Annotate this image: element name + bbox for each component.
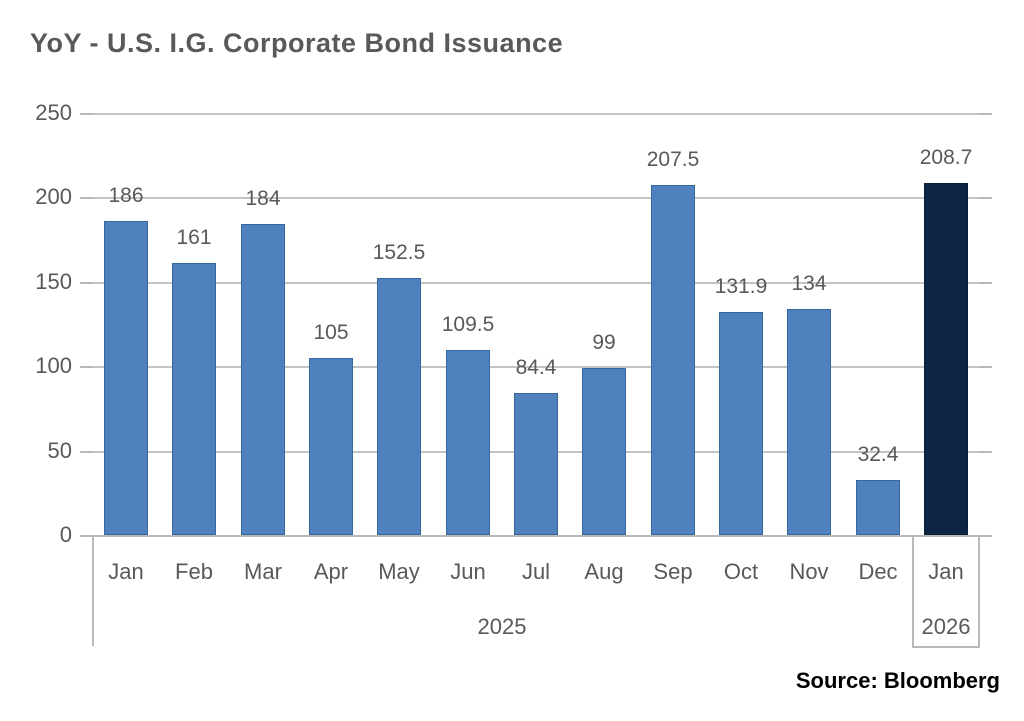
x-tick-label-5: Jun — [450, 559, 486, 584]
bar-value-label-8: 207.5 — [646, 148, 700, 171]
x-tick-label-0: Jan — [108, 559, 144, 584]
x-tick-label-4: May — [378, 559, 420, 584]
bar-value-label-2: 184 — [245, 187, 281, 210]
source-attribution: Source: Bloomberg — [795, 668, 1000, 693]
y-tick-label-150: 150 — [35, 269, 72, 294]
y-tick-right-250 — [980, 113, 992, 115]
x-tick-label-9: Oct — [723, 559, 759, 584]
gridline-200 — [92, 197, 980, 199]
bar-value-label-1: 161 — [176, 226, 212, 249]
y-tick-right-50 — [980, 451, 992, 453]
y-tick-left-200 — [80, 197, 92, 199]
bar-Jun-5 — [446, 350, 490, 535]
gridline-150 — [92, 282, 980, 284]
axis-box-left-border — [92, 535, 94, 646]
year-label-2025: 2025 — [477, 614, 527, 639]
bar-value-label-3: 105 — [313, 321, 349, 344]
x-tick-label-3: Apr — [313, 559, 349, 584]
x-tick-label-11: Dec — [858, 559, 898, 584]
bar-value-label-6: 84.4 — [515, 356, 557, 379]
y-tick-left-50 — [80, 451, 92, 453]
bar-Jan-12 — [924, 183, 968, 535]
bar-Aug-7 — [582, 368, 626, 535]
axis-box-right-border — [978, 535, 980, 646]
x-tick-label-6: Jul — [521, 559, 551, 584]
axis-box-separator — [912, 535, 914, 646]
y-tick-label-50: 50 — [47, 438, 72, 463]
bar-value-label-12: 208.7 — [919, 146, 973, 169]
bar-value-label-9: 131.9 — [714, 275, 768, 298]
y-tick-label-200: 200 — [35, 184, 72, 209]
y-tick-right-100 — [980, 366, 992, 368]
bar-value-label-5: 109.5 — [441, 313, 495, 336]
x-tick-label-12: Jan — [928, 559, 964, 584]
bar-value-label-11: 32.4 — [857, 443, 899, 466]
x-axis-line — [92, 535, 980, 537]
x-tick-label-8: Sep — [653, 559, 693, 584]
bar-Feb-1 — [172, 263, 216, 535]
bar-Apr-3 — [309, 358, 353, 535]
bar-Dec-11 — [856, 480, 900, 535]
y-tick-left-0 — [80, 535, 92, 537]
y-tick-left-100 — [80, 366, 92, 368]
year-label-2026: 2026 — [921, 614, 971, 639]
y-tick-label-0: 0 — [59, 522, 72, 547]
bar-value-label-0: 186 — [108, 184, 144, 207]
bar-value-label-4: 152.5 — [372, 241, 426, 264]
y-tick-left-150 — [80, 282, 92, 284]
x-tick-label-10: Nov — [789, 559, 829, 584]
bar-Jul-6 — [514, 393, 558, 535]
gridline-250 — [92, 113, 980, 115]
y-tick-right-150 — [980, 282, 992, 284]
bar-Jan-0 — [104, 221, 148, 535]
bar-Oct-9 — [719, 312, 763, 535]
bar-value-label-7: 99 — [592, 331, 616, 354]
bar-Sep-8 — [651, 185, 695, 535]
axis-box-2026-bottom-border — [912, 646, 980, 648]
x-tick-label-1: Feb — [175, 559, 213, 584]
y-tick-right-200 — [980, 197, 992, 199]
bar-Mar-2 — [241, 224, 285, 535]
chart-title: YoY - U.S. I.G. Corporate Bond Issuance — [30, 28, 564, 58]
y-tick-right-0 — [980, 535, 992, 537]
y-tick-left-250 — [80, 113, 92, 115]
bar-Nov-10 — [787, 309, 831, 535]
x-tick-label-2: Mar — [244, 559, 282, 584]
y-tick-label-250: 250 — [35, 100, 72, 125]
gridline-100 — [92, 366, 980, 368]
x-tick-label-7: Aug — [584, 559, 624, 584]
bar-value-label-10: 134 — [791, 272, 827, 295]
y-tick-label-100: 100 — [35, 353, 72, 378]
bar-May-4 — [377, 278, 421, 535]
